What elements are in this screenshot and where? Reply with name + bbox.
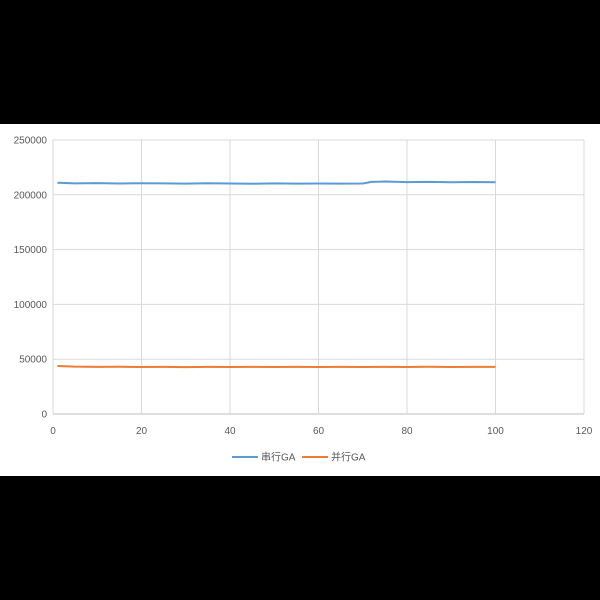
y-tick-label: 250000 xyxy=(14,136,48,147)
series-line-2 xyxy=(57,365,496,369)
y-tick-label: 50000 xyxy=(19,355,47,366)
y-tick-label: 200000 xyxy=(14,190,48,201)
y-tick-label: 150000 xyxy=(14,245,48,256)
x-tick-label: 120 xyxy=(576,426,593,437)
x-tick-label: 100 xyxy=(487,426,504,437)
legend: 串行GA 并行GA xyxy=(232,451,366,464)
series-lines xyxy=(57,180,496,369)
chart-panel: 0 50000 100000 150000 200000 250000 0 20 40 60 80 1… xyxy=(0,124,600,476)
legend-item: 并行GA xyxy=(302,451,366,464)
legend-item: 串行GA xyxy=(232,451,296,464)
series-line-1 xyxy=(57,180,496,185)
x-tick-label: 40 xyxy=(224,426,236,437)
x-tick-label: 80 xyxy=(401,426,413,437)
legend-label: 并行GA xyxy=(331,451,366,464)
legend-label: 串行GA xyxy=(261,451,296,464)
y-tick-label: 0 xyxy=(41,410,47,421)
x-tick-label: 0 xyxy=(50,426,56,437)
axes: 0 50000 100000 150000 200000 250000 0 20 40 60 80 1… xyxy=(14,136,593,438)
x-tick-label: 60 xyxy=(313,426,325,437)
y-tick-label: 100000 xyxy=(14,300,48,311)
grid xyxy=(52,139,585,415)
line-chart: 0 50000 100000 150000 200000 250000 0 20 40 60 80 1… xyxy=(14,136,593,464)
x-tick-label: 20 xyxy=(136,426,148,437)
